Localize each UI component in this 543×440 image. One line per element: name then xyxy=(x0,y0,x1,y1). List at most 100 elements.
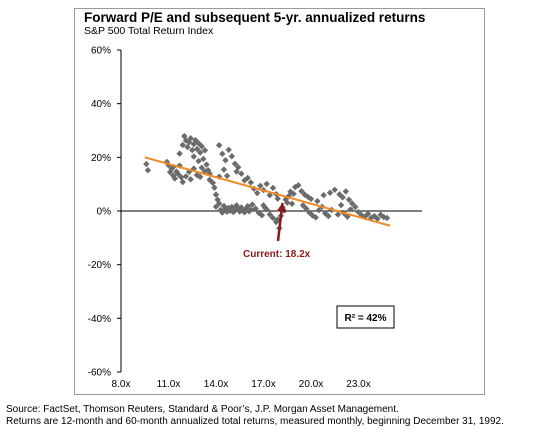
y-tick-label: 0% xyxy=(97,207,112,218)
data-point xyxy=(176,150,183,157)
data-point xyxy=(288,200,296,207)
data-point xyxy=(244,174,251,182)
data-point xyxy=(247,179,255,186)
chart-frame xyxy=(74,8,485,395)
y-tick-label: 20% xyxy=(91,153,111,164)
data-point xyxy=(249,201,256,208)
data-point xyxy=(171,175,179,182)
r2-box xyxy=(336,305,395,329)
data-point xyxy=(222,157,229,164)
data-point xyxy=(266,211,274,218)
data-point xyxy=(182,173,190,180)
data-point xyxy=(193,171,201,179)
data-point xyxy=(189,146,196,154)
data-point xyxy=(345,196,353,203)
data-point xyxy=(257,182,264,189)
data-point xyxy=(253,189,261,197)
axes: 60% 40% 20% 0% -20% -40% -60%8.0x 11.0x 14.0x 17.… xyxy=(88,46,422,390)
current-arrow-head xyxy=(276,202,287,213)
data-point xyxy=(211,184,218,191)
source-line-1: Source: FactSet, Thomson Reuters, Standa… xyxy=(6,404,399,415)
data-point xyxy=(209,179,217,187)
data-point xyxy=(320,191,327,199)
data-point xyxy=(298,187,305,195)
data-point xyxy=(179,141,186,149)
data-point xyxy=(228,153,236,160)
data-point xyxy=(364,210,372,218)
data-point xyxy=(225,146,232,154)
data-point xyxy=(219,209,226,216)
data-point xyxy=(315,206,323,214)
data-point xyxy=(274,195,281,202)
data-point xyxy=(325,212,332,220)
data-point xyxy=(215,200,223,207)
data-point xyxy=(374,215,381,222)
data-point xyxy=(261,204,269,211)
x-tick-label: 8.0x xyxy=(112,379,131,390)
data-point xyxy=(198,164,205,171)
data-point xyxy=(290,190,297,198)
data-point xyxy=(347,206,354,213)
data-point xyxy=(184,143,191,151)
x-tick-label: 23.0x xyxy=(346,379,370,390)
data-point xyxy=(334,211,342,218)
data-point xyxy=(342,188,350,195)
data-point xyxy=(252,205,259,212)
data-point xyxy=(187,176,194,183)
data-point xyxy=(331,186,338,194)
data-point xyxy=(220,166,228,173)
data-point xyxy=(314,197,321,205)
data-point xyxy=(247,206,255,213)
data-point xyxy=(282,196,289,203)
trendline xyxy=(144,156,391,227)
data-point xyxy=(326,189,334,196)
data-point xyxy=(190,153,198,160)
data-point xyxy=(193,145,201,153)
data-point xyxy=(144,167,152,174)
r2-label: R² = 42% xyxy=(345,313,387,324)
data-point xyxy=(284,199,291,206)
data-point xyxy=(215,142,223,149)
data-point xyxy=(303,205,310,212)
data-point xyxy=(217,206,224,214)
data-point xyxy=(203,161,210,168)
data-point xyxy=(223,172,231,180)
data-point xyxy=(190,140,198,148)
data-point xyxy=(212,203,220,210)
data-point xyxy=(212,191,220,198)
data-point xyxy=(339,194,346,201)
data-point xyxy=(177,173,185,181)
annotations: Current: 18.2x R² = 42% xyxy=(243,202,395,329)
y-tick-label: 40% xyxy=(91,99,111,110)
y-tick-label: -60% xyxy=(88,368,111,379)
data-point xyxy=(200,155,207,163)
data-point xyxy=(348,200,356,207)
data-point xyxy=(383,214,391,222)
data-point xyxy=(241,177,248,184)
data-point xyxy=(231,160,239,167)
trendline-line xyxy=(144,156,391,227)
data-point xyxy=(255,209,262,217)
data-point xyxy=(196,173,204,181)
data-point xyxy=(269,184,277,192)
x-tick-label: 20.0x xyxy=(299,379,323,390)
y-tick-label: -40% xyxy=(88,314,111,325)
data-point xyxy=(337,201,345,209)
source-note: Source: FactSet, Thomson Reuters, Standa… xyxy=(6,404,504,428)
data-point xyxy=(185,139,193,146)
data-point xyxy=(196,149,204,156)
data-point xyxy=(174,170,182,178)
data-point xyxy=(143,160,150,168)
data-point xyxy=(238,170,245,177)
data-point xyxy=(352,203,359,211)
y-tick-label: -20% xyxy=(88,260,111,271)
data-point xyxy=(274,216,281,223)
data-point xyxy=(201,147,209,154)
data-point xyxy=(187,135,194,142)
y-tick-label: 60% xyxy=(91,46,111,57)
current-label: Current: 18.2x xyxy=(243,249,311,260)
data-point xyxy=(195,157,202,165)
data-point xyxy=(219,150,226,158)
data-point xyxy=(222,205,229,213)
x-tick-label: 17.0x xyxy=(251,379,275,390)
